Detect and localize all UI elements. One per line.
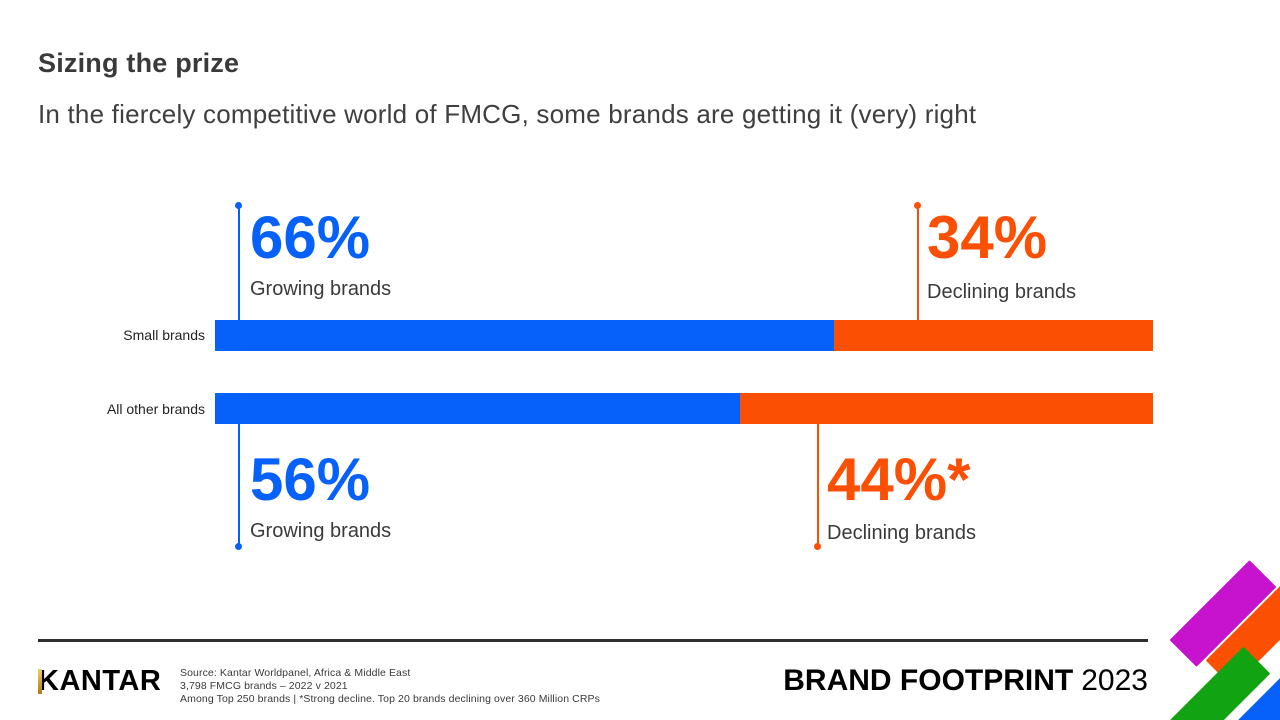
kantar-logo: KANTAR	[38, 665, 161, 698]
callout-label: Declining brands	[827, 522, 976, 544]
callout-value-declining-other: 44%*	[827, 446, 971, 513]
callout-value-growing-other: 56%	[250, 446, 371, 513]
callout-label: Growing brands	[250, 278, 392, 300]
callout-value-declining-small: 34%	[927, 204, 1048, 271]
callout-dot	[235, 202, 242, 209]
callout-label: Declining brands	[927, 281, 1076, 303]
report-title-year: 2023	[1081, 664, 1148, 697]
stacked-bar-small-brands	[215, 320, 1153, 351]
bar-segment-growing	[215, 320, 835, 351]
page-subtitle: In the fiercely competitive world of FMC…	[38, 99, 977, 129]
source-note: Source: Kantar Worldpanel, Africa & Midd…	[180, 667, 600, 706]
report-title-name: BRAND FOOTPRINT	[783, 664, 1074, 697]
callout-dot	[914, 202, 921, 209]
callout-connector-line	[238, 424, 240, 544]
callout-dot	[235, 543, 242, 550]
callout-value-growing-small: 66%	[250, 204, 371, 271]
footer-divider	[38, 639, 1148, 642]
callout-connector-line	[917, 206, 919, 320]
kantar-logo-text: KANTAR	[38, 665, 162, 697]
bar-segment-declining	[740, 393, 1153, 424]
stacked-bar-all-other-brands	[215, 393, 1153, 424]
bar-category-label: Small brands	[123, 327, 205, 343]
source-line: Source: Kantar Worldpanel, Africa & Midd…	[180, 667, 411, 679]
bar-category-label: All other brands	[106, 401, 205, 417]
bar-segment-declining	[834, 320, 1153, 351]
source-line: Among Top 250 brands | *Strong decline. …	[180, 693, 601, 705]
source-line: 3,798 FMCG brands – 2022 v 2021	[180, 680, 348, 692]
callout-label: Growing brands	[250, 520, 392, 542]
kantar-logo-gold-accent	[38, 669, 42, 694]
bar-segment-growing	[215, 393, 741, 424]
callout-dot	[814, 543, 821, 550]
page-title: Sizing the prize	[38, 48, 240, 78]
report-title: BRAND FOOTPRINT 2023	[783, 664, 1148, 698]
callout-connector-line	[817, 424, 819, 544]
callout-connector-line	[238, 206, 240, 320]
